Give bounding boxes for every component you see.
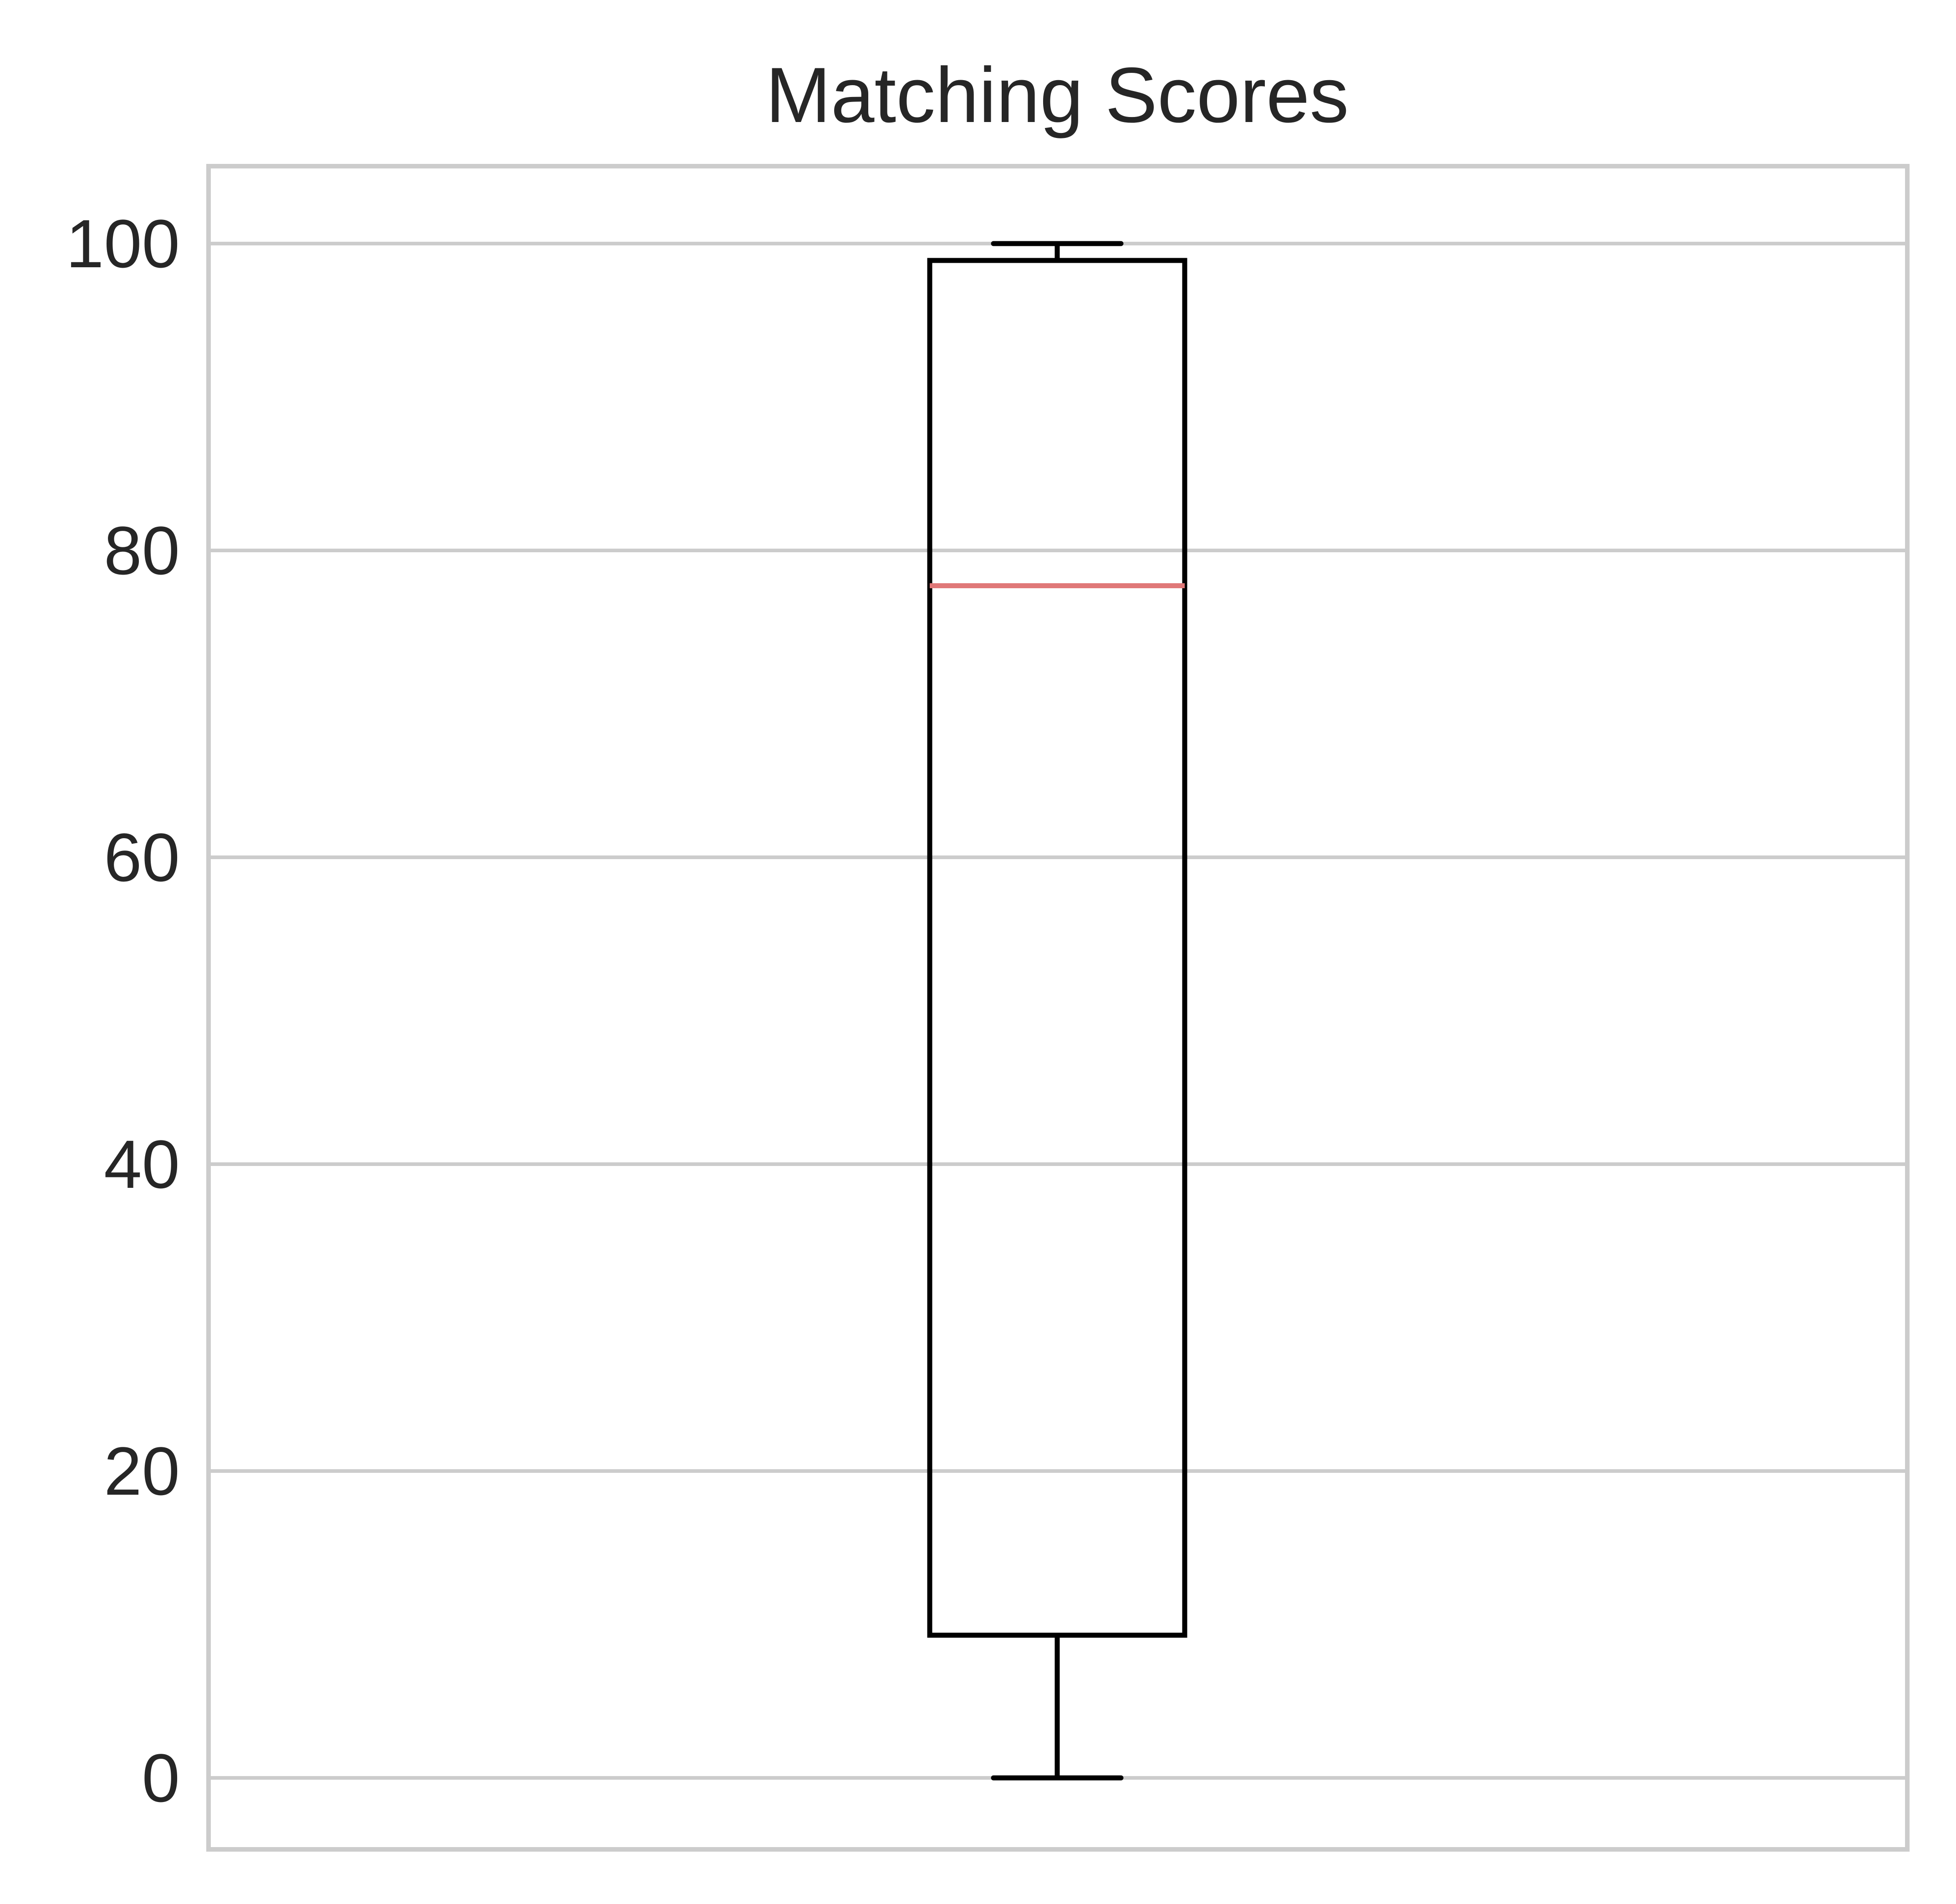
- y-axis-tick-labels: 0 20 40 60 80 100: [66, 205, 180, 1816]
- interquartile-box: [927, 258, 1187, 1638]
- y-tick-label-60: 60: [104, 819, 180, 896]
- box-series: [927, 241, 1187, 1781]
- chart-title: Matching Scores: [765, 51, 1349, 139]
- y-tick-label-20: 20: [104, 1433, 180, 1509]
- y-tick-label-0: 0: [142, 1740, 180, 1816]
- y-tick-label-100: 100: [66, 205, 180, 282]
- gridlines: [209, 242, 1907, 1780]
- plot-frame: [206, 164, 1910, 1852]
- y-tick-label-80: 80: [104, 512, 180, 589]
- y-tick-label-40: 40: [104, 1126, 180, 1202]
